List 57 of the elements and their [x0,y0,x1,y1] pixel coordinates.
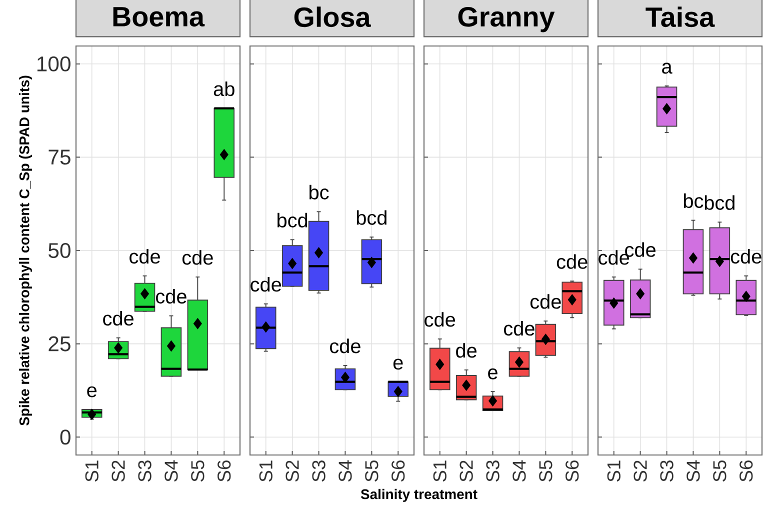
x-tick-label: S2 [460,460,473,482]
x-tick-label: S2 [286,460,299,482]
x-tick-label: S5 [539,460,552,482]
x-tick-label: S2 [634,460,647,482]
x-tick-label: S6 [392,460,405,482]
y-tick-label: 0 [60,430,70,445]
x-tick-label: S5 [713,460,726,482]
annotation: bcd [278,212,308,228]
annotation: bc [310,184,329,200]
x-tick-label: S1 [433,460,446,482]
annotation: cde [530,294,561,309]
annotation: e [488,368,498,380]
x-tick-label: S1 [85,460,98,482]
chart-title: Taisa [646,6,715,28]
x-axis-title: Salinity treatment [360,488,478,502]
x-tick-label: S5 [365,460,378,482]
y-tick-label: 100 [37,56,70,72]
y-tick-label: 25 [48,336,70,352]
annotation: ab [214,81,234,96]
annotation: cde [424,312,456,327]
y-tick-label: 75 [48,150,70,165]
x-tick-label: S3 [138,460,152,482]
annotation: e [87,386,97,398]
annotation: cde [330,338,360,354]
x-tick-label: S1 [259,460,272,482]
annotation: cde [156,288,186,304]
annotation: a [662,62,672,74]
annotation: cde [556,254,588,269]
x-tick-label: S3 [312,460,326,482]
annotation: cde [103,310,134,326]
x-tick-label: S1 [607,460,620,482]
chart-title: Boema [113,7,205,27]
x-tick-label: S4 [512,460,526,482]
y-axis-title: Spike relative chlorophyll content C_Sp (SPAD units) [19,76,32,426]
x-tick-label: S5 [191,460,204,482]
x-tick-label: S6 [740,460,753,482]
x-tick-label: S6 [566,460,579,482]
x-tick-label: S2 [112,460,125,482]
x-tick-label: S6 [218,460,231,482]
x-tick-label: S3 [486,460,500,482]
annotation: bc [684,193,704,208]
chart-title: Granny [458,6,555,32]
x-tick-label: S4 [686,460,700,482]
annotation: cde [730,249,762,264]
annotation: cde [504,321,534,336]
annotation: bcd [704,195,734,210]
annotation: e [393,358,403,370]
y-tick-label: 50 [48,242,70,258]
chart-title: Glosa [294,6,371,28]
x-tick-label: S3 [660,460,674,482]
annotation: cde [250,277,282,292]
x-tick-label: S4 [164,460,178,482]
annotation: cde [182,250,213,265]
annotation: cde [130,249,160,264]
x-tick-label: S4 [338,460,352,482]
annotation: de [456,343,477,358]
annotation: bcd [356,210,386,225]
